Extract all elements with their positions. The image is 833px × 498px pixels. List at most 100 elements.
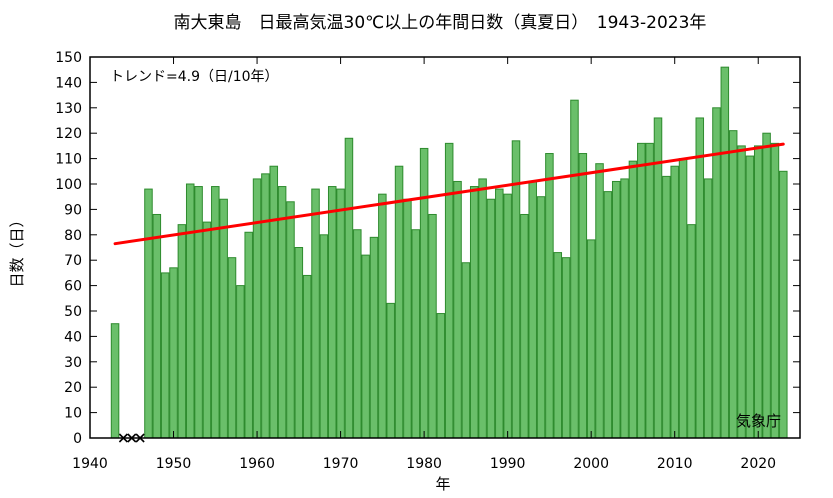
y-tick-label: 70	[64, 253, 82, 269]
plot-frame	[89, 56, 801, 439]
bar-1990	[503, 193, 512, 439]
trend-label: トレンド=4.9（日/10年）	[110, 69, 279, 85]
bar-1993	[528, 180, 537, 439]
y-tick-label: 90	[64, 202, 82, 218]
bar-1984	[453, 180, 462, 439]
bar-1970	[336, 188, 345, 439]
bar-2005	[628, 160, 638, 439]
bar-1953	[194, 186, 203, 439]
bar-2019	[745, 155, 755, 439]
bar-1966	[302, 274, 312, 439]
bar-1995	[545, 153, 554, 439]
bar-2001	[595, 163, 604, 439]
bar-2008	[653, 117, 663, 439]
bar-1974	[369, 236, 379, 439]
y-tick-label: 40	[64, 329, 82, 345]
y-axis-label: 日数（日）	[8, 212, 26, 287]
y-tick-label: 80	[64, 228, 82, 244]
bar-2000	[586, 239, 596, 439]
bar-1954	[202, 221, 212, 439]
y-tick-label: 110	[55, 152, 82, 168]
bar-2006	[637, 142, 646, 439]
bar-1976	[386, 302, 395, 439]
bar-1994	[536, 196, 546, 439]
bar-2014	[703, 178, 713, 439]
bar-2013	[695, 117, 705, 439]
bar-1981	[428, 213, 437, 439]
x-tick-label: 2010	[657, 456, 693, 472]
bar-1989	[495, 188, 504, 439]
credit-label: 気象庁	[736, 412, 781, 430]
bar-1951	[177, 224, 187, 439]
bar-1943	[110, 323, 120, 439]
bar-1972	[353, 229, 362, 439]
y-tick-label: 100	[55, 177, 82, 193]
bar-2009	[662, 175, 671, 439]
bar-1952	[185, 183, 195, 439]
bar-1982	[436, 313, 446, 439]
y-tick-label: 20	[64, 380, 82, 396]
bar-2007	[645, 142, 654, 439]
y-tick-label: 60	[64, 279, 82, 295]
y-tick-label: 30	[64, 355, 82, 371]
y-tick-label: 10	[64, 406, 82, 422]
bar-1968	[319, 234, 329, 439]
bar-1948	[152, 213, 162, 439]
chart-title: 南大東島 日最高気温30℃以上の年間日数（真夏日） 1943-2023年	[174, 13, 707, 33]
bar-2010	[670, 165, 679, 439]
bar-1964	[286, 201, 295, 439]
bar-1957	[227, 257, 237, 439]
bar-2018	[737, 145, 746, 439]
trend-line	[113, 142, 785, 246]
bar-1959	[244, 231, 253, 439]
y-axis: 0 10 20 30 40 50 60 70 80 90 100 110 120 130 140 150	[55, 50, 800, 447]
bar-1949	[160, 272, 170, 439]
bar-2015	[712, 107, 721, 439]
bar-2002	[603, 191, 613, 439]
bar-1996	[553, 252, 563, 439]
x-tick-label: 1950	[156, 456, 192, 472]
bar-1965	[294, 247, 304, 439]
bar-1986	[469, 186, 479, 439]
bar-1962	[269, 165, 279, 439]
y-tick-label: 0	[73, 431, 82, 447]
bar-2017	[728, 130, 738, 439]
bar-2004	[620, 178, 629, 439]
bar-1956	[219, 198, 228, 439]
bar-1987	[478, 178, 487, 439]
bar-1979	[411, 229, 421, 439]
bar-1980	[419, 147, 429, 439]
bar-1950	[169, 267, 178, 439]
bar-2022	[770, 142, 780, 439]
x-axis: 1940 1950 1960 1970 1980 1990 2000 2010 2020	[72, 57, 776, 472]
bar-1985	[461, 262, 471, 439]
bar-1983	[444, 142, 454, 439]
bar-1999	[578, 153, 588, 439]
bar-2023	[779, 170, 788, 439]
bar-1947	[144, 188, 153, 439]
bar-1978	[403, 198, 412, 439]
bar-1971	[344, 137, 354, 439]
bar-1961	[261, 173, 270, 439]
x-tick-label: 1990	[490, 456, 526, 472]
x-tick-label: 1970	[323, 456, 359, 472]
bar-1997	[561, 257, 571, 439]
x-tick-label: 2020	[740, 456, 776, 472]
bar-2012	[687, 224, 696, 439]
bar-2021	[762, 132, 771, 439]
x-tick-label: 1940	[72, 456, 108, 472]
x-tick-label: 1980	[406, 456, 442, 472]
y-tick-label: 140	[55, 75, 82, 91]
bar-2016	[720, 66, 730, 439]
x-axis-label: 年	[435, 475, 450, 493]
bar-1977	[394, 165, 404, 439]
bar-1960	[252, 178, 262, 439]
trend-layer	[113, 142, 785, 246]
y-tick-label: 130	[55, 101, 82, 117]
y-tick-label: 120	[55, 126, 82, 142]
bar-2011	[678, 158, 688, 439]
x-tick-label: 1960	[239, 456, 275, 472]
bar-1975	[378, 193, 387, 439]
y-tick-label: 50	[64, 304, 82, 320]
